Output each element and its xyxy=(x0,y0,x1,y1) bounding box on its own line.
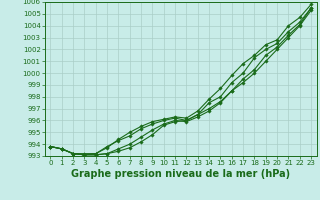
X-axis label: Graphe pression niveau de la mer (hPa): Graphe pression niveau de la mer (hPa) xyxy=(71,169,290,179)
